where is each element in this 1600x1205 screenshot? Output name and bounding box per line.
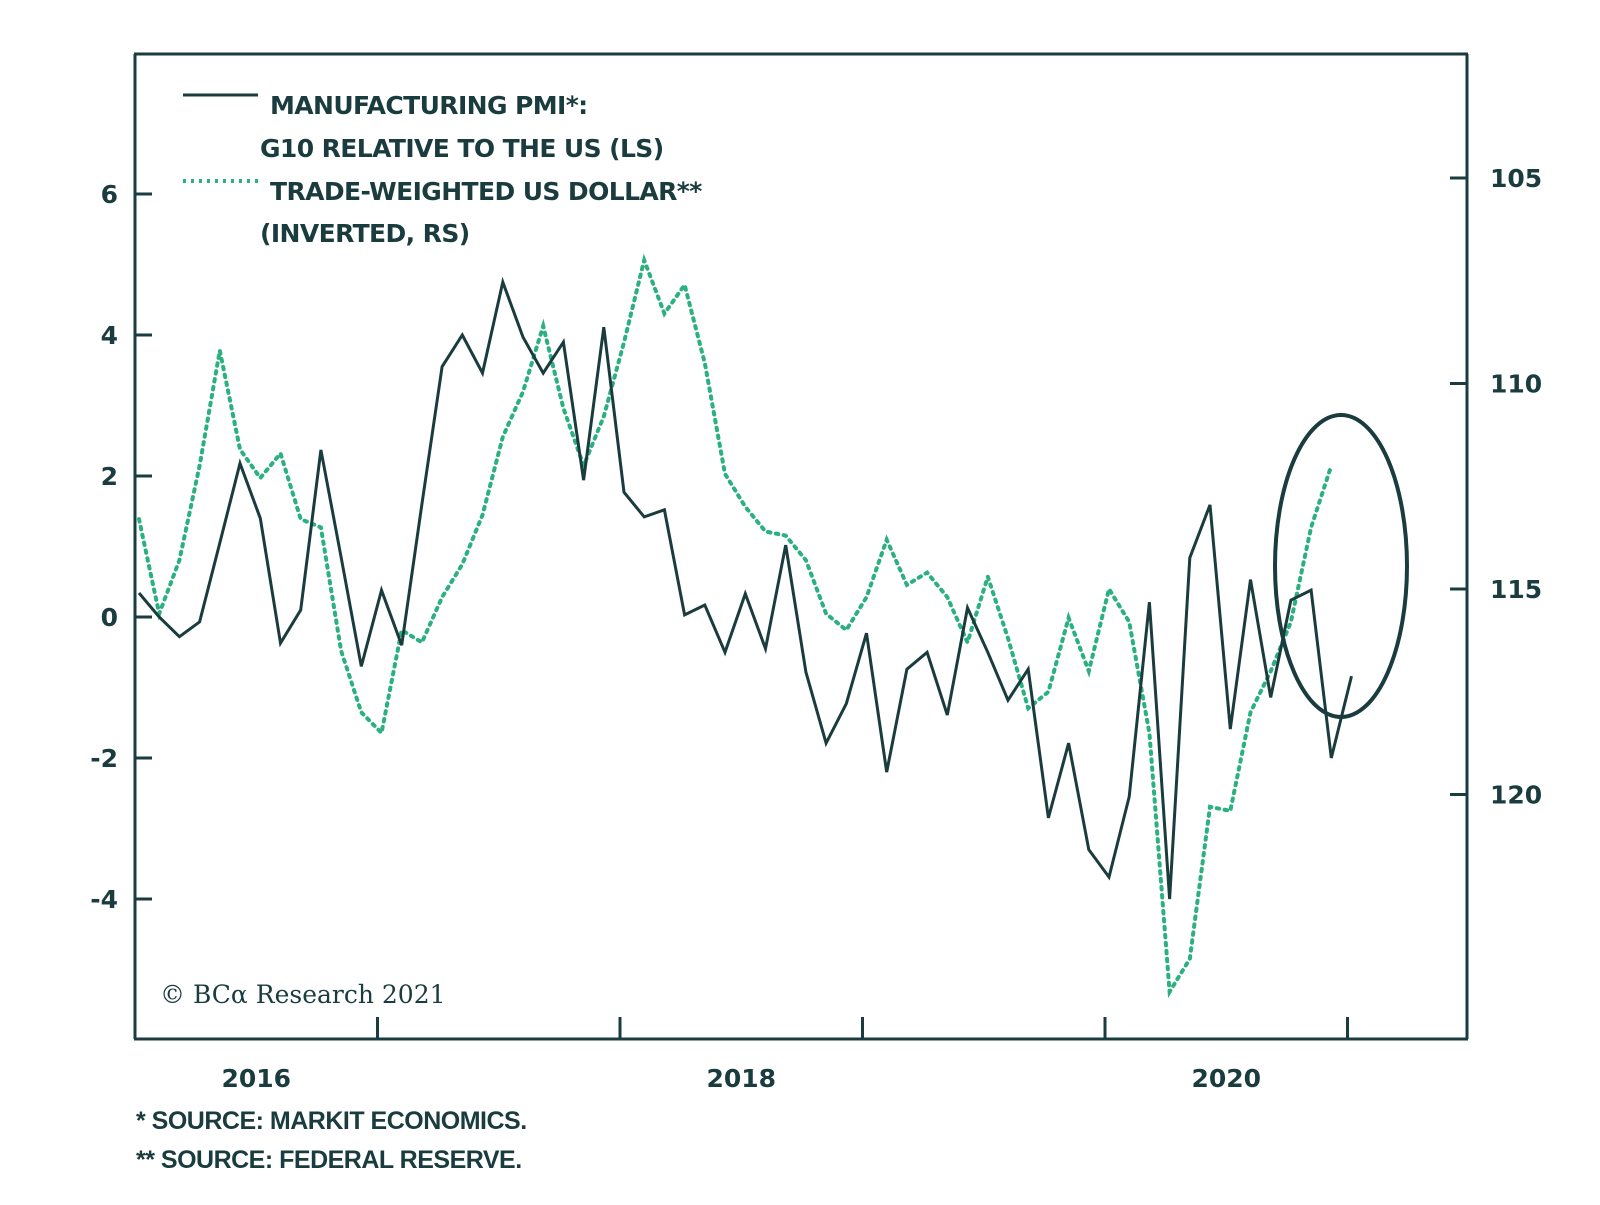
legend-pmi-line1: MANUFACTURING PMI*:	[270, 91, 588, 120]
x-axis: 2016 2018 2020	[221, 1017, 1349, 1093]
x-tick-label: 2016	[221, 1064, 291, 1093]
left-tick-label: -4	[90, 885, 118, 914]
footnote-federal-reserve: ** SOURCE: FEDERAL RESERVE.	[136, 1146, 522, 1174]
right-y-axis: 105 110 115 120	[1450, 164, 1542, 810]
x-tick-label: 2020	[1191, 1064, 1261, 1093]
right-tick-label: 110	[1490, 370, 1542, 399]
legend-dollar-line1: TRADE-WEIGHTED US DOLLAR**	[270, 177, 702, 206]
legend-pmi-line2: G10 RELATIVE TO THE US (LS)	[260, 134, 664, 163]
highlight-ellipse	[1273, 413, 1409, 719]
series-trade-weighted-dollar	[137, 253, 1334, 999]
series-manufacturing-pmi	[137, 276, 1353, 900]
left-tick-label: -2	[90, 744, 118, 773]
left-y-axis: -4 -2 0 2 4 6	[90, 180, 152, 914]
copyright-watermark: © BCα Research 2021	[160, 980, 446, 1009]
pmi-line	[137, 276, 1353, 900]
left-tick-label: 2	[101, 462, 118, 491]
right-tick-label: 115	[1490, 575, 1542, 604]
left-tick-label: 6	[101, 180, 118, 209]
x-tick-label: 2018	[706, 1064, 776, 1093]
right-tick-label: 120	[1490, 781, 1542, 810]
footnote-markit: * SOURCE: MARKIT ECONOMICS.	[136, 1107, 527, 1135]
left-tick-label: 0	[101, 603, 118, 632]
left-tick-label: 4	[101, 321, 118, 350]
dollar-line	[137, 253, 1334, 999]
legend-dollar-line2: (INVERTED, RS)	[260, 219, 470, 248]
right-tick-label: 105	[1490, 164, 1542, 193]
legend: MANUFACTURING PMI*: G10 RELATIVE TO THE …	[183, 91, 703, 248]
plot-frame	[133, 52, 1469, 1041]
